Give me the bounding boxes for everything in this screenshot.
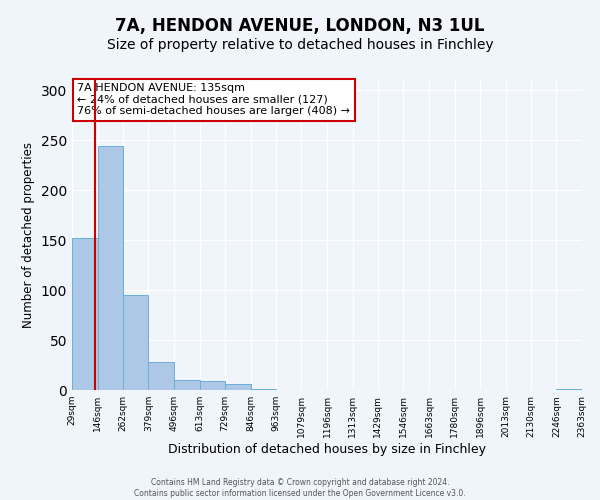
Text: Size of property relative to detached houses in Finchley: Size of property relative to detached ho… <box>107 38 493 52</box>
Bar <box>225 384 251 390</box>
X-axis label: Distribution of detached houses by size in Finchley: Distribution of detached houses by size … <box>168 442 486 456</box>
Text: 7A HENDON AVENUE: 135sqm
← 24% of detached houses are smaller (127)
76% of semi-: 7A HENDON AVENUE: 135sqm ← 24% of detach… <box>77 83 350 116</box>
Bar <box>123 295 148 390</box>
Bar <box>174 380 200 390</box>
Bar <box>148 362 174 390</box>
Bar <box>200 381 225 390</box>
Text: 7A, HENDON AVENUE, LONDON, N3 1UL: 7A, HENDON AVENUE, LONDON, N3 1UL <box>115 18 485 36</box>
Bar <box>98 146 123 390</box>
Text: Contains HM Land Registry data © Crown copyright and database right 2024.
Contai: Contains HM Land Registry data © Crown c… <box>134 478 466 498</box>
Bar <box>251 389 276 390</box>
Bar <box>72 238 98 390</box>
Bar <box>556 389 582 390</box>
Y-axis label: Number of detached properties: Number of detached properties <box>22 142 35 328</box>
